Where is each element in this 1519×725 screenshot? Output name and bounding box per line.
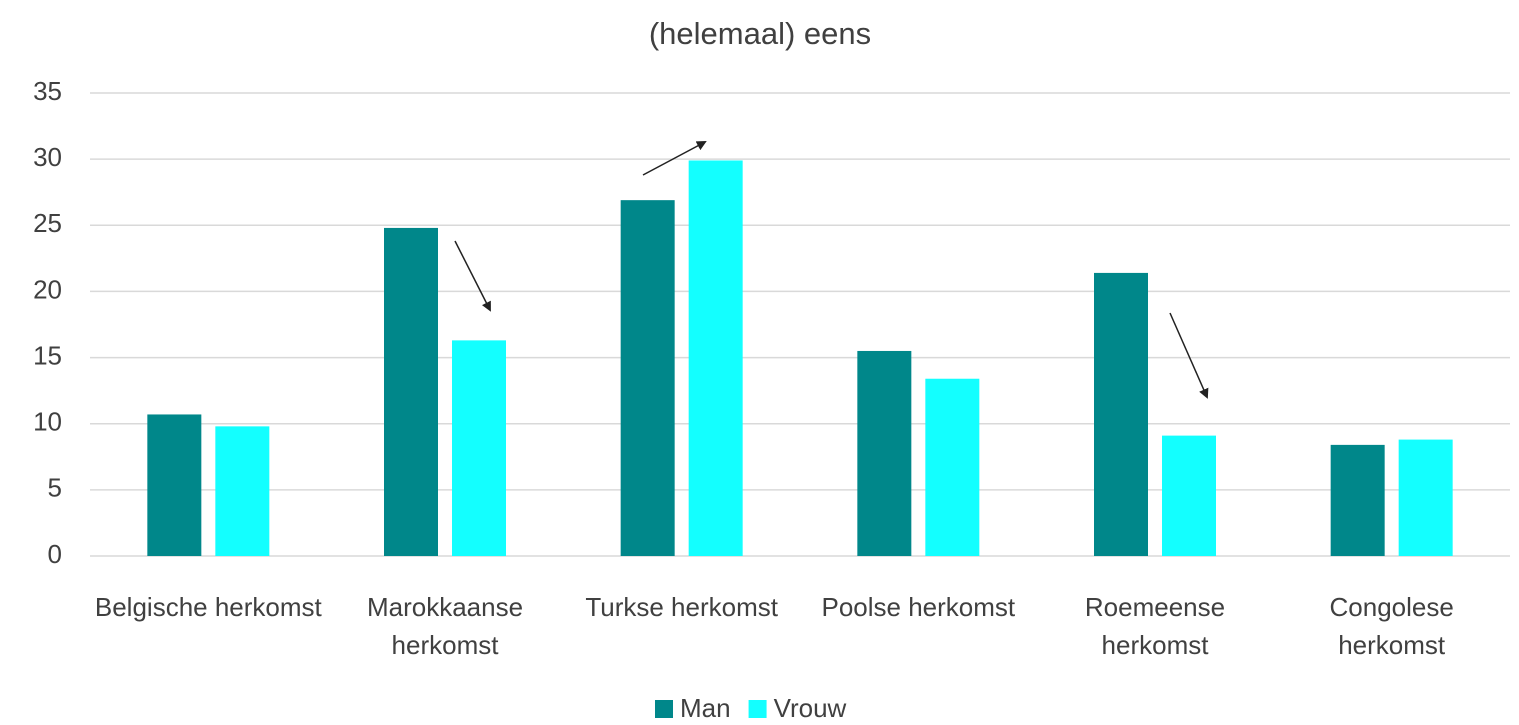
y-tick-label: 10: [33, 407, 62, 437]
bar: [1162, 435, 1216, 556]
bar: [1398, 439, 1453, 556]
bar: [1094, 272, 1148, 556]
bar: [688, 160, 743, 557]
chart-title: (helemaal) eens: [649, 16, 871, 51]
legend: Man Vrouw: [655, 693, 847, 723]
bars: [147, 160, 1453, 557]
bar: [215, 426, 270, 556]
y-tick-label: 25: [33, 208, 62, 238]
bar: [1330, 444, 1385, 556]
legend-label: Vrouw: [774, 693, 847, 723]
bar: [925, 378, 980, 556]
bar: [857, 350, 912, 556]
y-tick-label: 0: [48, 539, 62, 569]
y-tick-label: 5: [48, 473, 62, 503]
x-tick-label: Belgische herkomst: [94, 592, 322, 622]
legend-swatch: [748, 700, 767, 718]
x-tick-label: Congolese herkomst: [1329, 592, 1454, 660]
x-tick-label: Marokkaanse herkomst: [366, 592, 524, 660]
bar: [620, 200, 675, 556]
legend-swatch: [655, 700, 673, 718]
x-tick-label: Poolse herkomst: [821, 592, 1016, 622]
x-tick-label: Turkse herkomst: [585, 592, 778, 622]
y-tick-label: 35: [33, 76, 62, 106]
arrow: [1169, 312, 1209, 399]
arrow: [642, 141, 707, 176]
legend-label: Man: [680, 693, 731, 723]
arrow: [454, 240, 491, 312]
bar: [147, 414, 202, 556]
bar: [452, 340, 506, 556]
y-tick-label: 15: [33, 340, 62, 370]
grid: [90, 92, 1510, 557]
bar: [384, 227, 438, 556]
y-tick-label: 30: [33, 142, 62, 172]
y-tick-label: 20: [33, 274, 62, 304]
x-tick-label: Roemeense herkomst: [1084, 592, 1226, 660]
